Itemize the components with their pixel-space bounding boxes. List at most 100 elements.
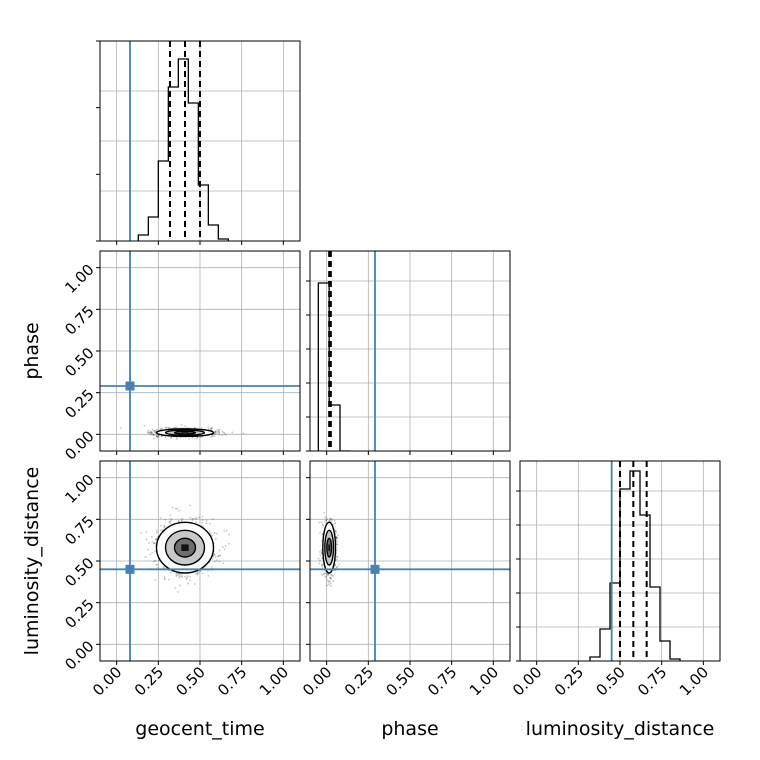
sample-point: [170, 571, 172, 574]
sample-point: [175, 426, 178, 429]
sample-point: [175, 572, 178, 575]
contour: [164, 529, 206, 566]
sample-point: [214, 432, 217, 435]
sample-point: [119, 426, 122, 429]
sample-point: [163, 578, 166, 581]
sample-point: [170, 437, 172, 440]
sample-point: [181, 517, 184, 520]
sample-point: [329, 576, 332, 579]
x-tick-label: 0.00: [299, 663, 335, 699]
sample-point: [184, 575, 186, 578]
sample-point: [201, 515, 204, 518]
sample-point: [334, 530, 337, 533]
sample-point: [320, 521, 323, 524]
sample-point: [211, 518, 214, 520]
sample-point: [221, 430, 224, 433]
density-peak: [181, 432, 189, 434]
sample-point: [159, 529, 162, 532]
sample-point: [154, 559, 156, 562]
x-tick-label: 0.00: [89, 663, 125, 699]
sample-point: [328, 580, 330, 582]
sample-point: [223, 431, 225, 434]
sample-point: [329, 517, 331, 520]
sample-point: [335, 567, 338, 569]
sample-point: [161, 427, 163, 430]
sample-point: [199, 570, 202, 572]
sample-point: [338, 563, 341, 565]
sample-point: [318, 562, 321, 565]
sample-point: [201, 519, 204, 522]
sample-point: [155, 428, 158, 431]
sample-point: [211, 435, 214, 438]
sample-point: [207, 426, 210, 429]
sample-point: [155, 435, 158, 437]
sample-point: [222, 562, 225, 565]
sample-point: [173, 426, 176, 429]
sample-point: [215, 559, 218, 562]
x-axis-title: luminosity_distance: [526, 718, 715, 740]
sample-point: [170, 517, 173, 520]
sample-point: [144, 556, 147, 558]
sample-point: [159, 516, 162, 519]
histogram-luminosity_distance: [589, 470, 681, 661]
y-tick-label: 0.75: [61, 512, 97, 548]
sample-point: [149, 553, 151, 556]
sample-point: [147, 431, 150, 434]
sample-point: [328, 520, 331, 523]
sample-point: [205, 522, 207, 525]
sample-point: [335, 537, 338, 540]
sample-point: [163, 526, 166, 529]
sample-point: [207, 574, 210, 577]
sample-point: [214, 430, 217, 433]
sample-point: [155, 531, 158, 534]
sample-point: [214, 556, 217, 559]
sample-point: [191, 436, 194, 439]
sample-point: [333, 522, 336, 525]
y-tick-label: 0.00: [61, 637, 97, 673]
sample-point: [223, 548, 226, 551]
sample-point: [153, 434, 156, 436]
sample-point: [178, 575, 181, 578]
sample-point: [187, 575, 189, 578]
x-tick-label: 0.00: [509, 663, 545, 699]
sample-point: [326, 584, 329, 587]
panel-luminosity_distance-phase: [310, 461, 510, 661]
sample-point: [336, 556, 338, 558]
sample-point: [154, 430, 157, 432]
sample-point: [163, 524, 166, 527]
y-tick-label: 0.75: [61, 302, 97, 338]
panel-phase-geocent_time: [100, 251, 300, 451]
sample-point: [218, 554, 221, 557]
sample-point: [200, 427, 203, 429]
sample-point: [151, 535, 153, 538]
sample-point: [328, 583, 330, 586]
y-tick-label: 0.50: [61, 344, 97, 380]
sample-point: [211, 427, 214, 429]
panel-geocent_time-geocent_time: [100, 41, 300, 241]
y-tick-label: 0.50: [61, 554, 97, 590]
sample-point: [177, 520, 180, 522]
sample-point: [329, 580, 331, 583]
sample-point: [330, 574, 333, 577]
x-tick-label: 0.75: [424, 663, 460, 699]
sample-point: [322, 573, 325, 576]
x-tick-label: 1.00: [466, 663, 502, 699]
sample-point: [151, 428, 154, 431]
sample-point: [337, 565, 340, 568]
sample-point: [150, 432, 153, 435]
sample-point: [210, 427, 213, 430]
sample-point: [168, 521, 171, 523]
sample-point: [168, 520, 171, 523]
sample-point: [211, 534, 214, 537]
sample-point: [323, 511, 326, 514]
y-tick-label: 1.00: [61, 471, 97, 507]
sample-point: [189, 579, 191, 582]
sample-point: [159, 428, 162, 430]
contour: [326, 537, 333, 558]
sample-point: [323, 520, 326, 523]
sample-point: [205, 519, 208, 522]
y-tick-label: 1.00: [61, 261, 97, 297]
sample-point: [213, 554, 216, 556]
sample-point: [332, 575, 335, 578]
sample-point: [323, 572, 326, 575]
